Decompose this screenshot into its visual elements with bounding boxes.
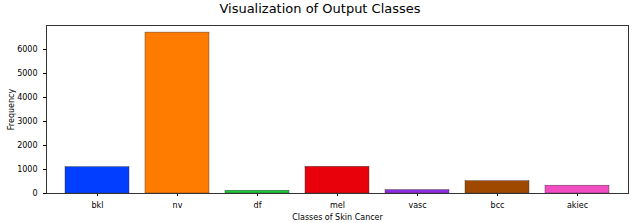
svg-text:akiec: akiec bbox=[567, 201, 588, 210]
svg-text:5000: 5000 bbox=[17, 69, 37, 78]
svg-text:Frequency: Frequency bbox=[7, 89, 16, 131]
svg-text:4000: 4000 bbox=[17, 93, 37, 102]
svg-text:6000: 6000 bbox=[17, 45, 37, 54]
svg-text:bcc: bcc bbox=[491, 201, 505, 210]
svg-text:bkl: bkl bbox=[92, 201, 104, 210]
svg-text:df: df bbox=[254, 201, 262, 210]
svg-text:nv: nv bbox=[173, 201, 183, 210]
svg-text:3000: 3000 bbox=[17, 117, 37, 126]
svg-text:0: 0 bbox=[32, 189, 37, 198]
html-text:Visualization of Output Classe: Visualization of Output Classes bbox=[219, 1, 421, 16]
svg-text:vasc: vasc bbox=[408, 201, 426, 210]
svg-text:1000: 1000 bbox=[17, 165, 37, 174]
svg-text:mel: mel bbox=[330, 201, 345, 210]
svg-text:2000: 2000 bbox=[17, 141, 37, 150]
svg-text:Classes of Skin Cancer: Classes of Skin Cancer bbox=[292, 213, 383, 222]
